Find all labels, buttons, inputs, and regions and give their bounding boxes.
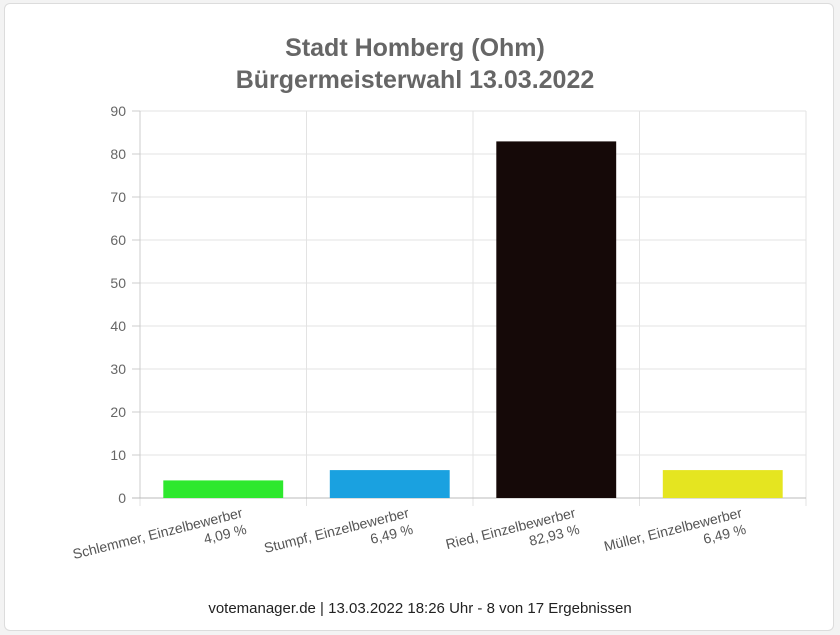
chart-title-line-1: Stadt Homberg (Ohm)	[285, 34, 545, 62]
bar	[662, 470, 783, 498]
bar	[496, 141, 617, 498]
bar-chart: 0 10 20 30 40 50 60 70 80 90 Schlemmer, Einzelbewe…	[71, 103, 807, 578]
y-tick-label: 20	[110, 404, 126, 420]
chart-title-line-2: Bürgermeisterwahl 13.03.2022	[235, 66, 595, 94]
x-tick-label: Stumpf, Einzelbewerber6,49 %	[262, 504, 415, 572]
x-tick-label: Müller, Einzelbewerber6,49 %	[602, 504, 748, 570]
y-tick-label: 10	[110, 447, 126, 463]
x-tick-label: Ried, Einzelbewerber82,93 %	[444, 504, 581, 568]
y-tick-label: 90	[110, 103, 126, 119]
y-tick-label: 30	[110, 361, 126, 377]
y-tick-label: 0	[118, 490, 126, 506]
bar	[163, 480, 284, 498]
x-tick-label: Schlemmer, Einzelbewerber4,09 %	[71, 504, 248, 578]
y-tick-label: 60	[110, 232, 126, 248]
y-tick-label: 40	[110, 318, 126, 334]
chart-card	[4, 3, 834, 631]
footer-source: votemanager.de | 13.03.2022 18:26 Uhr - …	[208, 600, 632, 617]
y-tick-label: 50	[110, 275, 126, 291]
y-tick-label: 70	[110, 189, 126, 205]
y-tick-label: 80	[110, 146, 126, 162]
bar	[329, 470, 450, 498]
